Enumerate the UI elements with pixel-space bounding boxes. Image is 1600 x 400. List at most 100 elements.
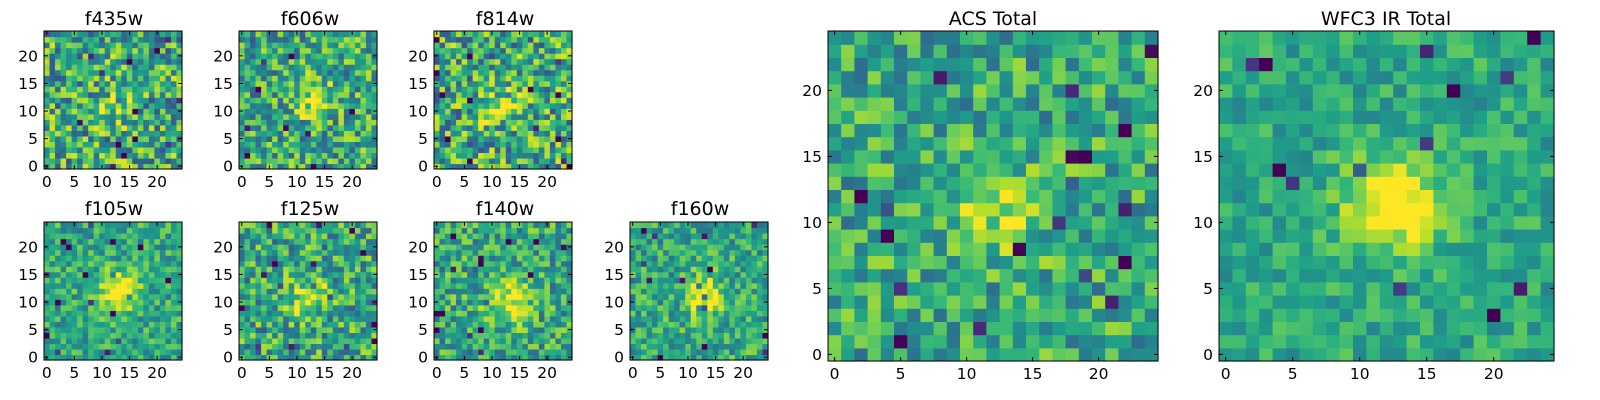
heatmap-cell: [44, 282, 51, 289]
heatmap-cell: [159, 157, 167, 165]
heatmap-cell: [371, 255, 378, 262]
heatmap-cell: [701, 266, 708, 273]
heatmap-cell: [66, 102, 73, 109]
heatmap-cell: [894, 242, 908, 256]
heatmap-cell: [907, 189, 921, 204]
heatmap-cell: [148, 299, 155, 306]
heatmap-cell: [494, 97, 501, 104]
heatmap-cell: [933, 268, 948, 283]
heatmap-cell: [751, 222, 758, 229]
heatmap-cell: [49, 80, 56, 87]
heatmap-cell: [516, 130, 523, 137]
heatmap-cell: [707, 310, 714, 317]
heatmap-cell: [77, 163, 84, 170]
heatmap-cell: [244, 337, 251, 345]
heatmap-cell: [126, 64, 133, 71]
heatmap-cell: [126, 337, 133, 345]
heatmap-cell: [283, 152, 290, 159]
heatmap-cell: [349, 304, 356, 311]
heatmap-cell: [360, 58, 367, 65]
heatmap-cell: [538, 238, 545, 245]
heatmap-cell: [472, 42, 479, 49]
heatmap-cell: [657, 227, 664, 234]
heatmap-cell: [371, 157, 378, 165]
heatmap-cell: [371, 332, 378, 339]
heatmap-cell: [294, 299, 301, 306]
heatmap-cell: [148, 343, 155, 350]
heatmap-cell: [239, 113, 246, 120]
heatmap-cell: [505, 64, 512, 71]
heatmap-cell: [349, 135, 356, 142]
heatmap-cell: [456, 343, 463, 350]
heatmap-cell: [316, 97, 323, 104]
heatmap-cell: [652, 310, 659, 317]
heatmap-cell: [77, 157, 84, 165]
heatmap-cell: [277, 321, 284, 328]
heatmap-cell: [745, 354, 753, 361]
heatmap-cell: [44, 321, 51, 328]
x-tick-label: 15: [510, 173, 530, 191]
heatmap-cell: [360, 47, 367, 54]
heatmap-cell: [288, 238, 295, 245]
heatmap-cell: [143, 53, 150, 60]
heatmap-cell: [148, 113, 155, 120]
heatmap-cell: [960, 176, 974, 190]
heatmap-cell: [321, 315, 328, 322]
heatmap-cell: [283, 337, 290, 345]
heatmap-cell: [244, 293, 251, 300]
heatmap-cell: [472, 135, 479, 142]
heatmap-cell: [288, 86, 295, 93]
heatmap-cell: [349, 113, 356, 120]
heatmap-cell: [544, 47, 551, 54]
heatmap-cell: [630, 321, 637, 328]
heatmap-cell: [283, 348, 290, 356]
heatmap-cell: [505, 97, 512, 104]
heatmap-cell: [740, 288, 747, 295]
heatmap-cell: [132, 332, 139, 339]
heatmap-cell: [734, 222, 741, 229]
heatmap-cell: [516, 80, 523, 87]
heatmap-cell: [690, 282, 697, 289]
heatmap-cell: [522, 348, 529, 356]
heatmap-cell: [729, 343, 736, 350]
heatmap-cell: [701, 271, 708, 278]
heatmap-cell: [137, 332, 144, 339]
heatmap-cell: [49, 304, 56, 311]
heatmap-cell: [516, 152, 523, 159]
heatmap-cell: [718, 354, 725, 361]
heatmap-cell: [718, 332, 725, 339]
heatmap-cell: [288, 310, 295, 317]
heatmap-cell: [555, 260, 562, 267]
heatmap-cell: [327, 157, 334, 165]
heatmap-cell: [176, 222, 183, 229]
heatmap-cell: [288, 119, 295, 126]
x-tick-label: 5: [459, 364, 469, 382]
heatmap-cell: [82, 310, 89, 317]
heatmap-cell: [55, 227, 62, 234]
heatmap-cell: [527, 233, 534, 240]
heatmap-cell: [478, 47, 485, 54]
heatmap-cell: [88, 354, 95, 361]
heatmap-cell: [255, 102, 262, 109]
heatmap-cell: [71, 53, 78, 60]
heatmap-cell: [99, 135, 106, 142]
heatmap-cell: [461, 260, 468, 267]
heatmap-cell: [327, 332, 334, 339]
heatmap-cell: [707, 233, 714, 240]
heatmap-cell: [244, 53, 251, 60]
heatmap-cell: [960, 295, 974, 309]
heatmap-cell: [489, 343, 496, 350]
heatmap-cell: [343, 266, 350, 273]
heatmap-cell: [907, 215, 921, 230]
heatmap-cell: [55, 354, 62, 361]
heatmap-cell: [343, 315, 350, 322]
heatmap-cell: [527, 86, 534, 93]
heatmap-cell: [132, 58, 139, 65]
heatmap-cell: [478, 227, 485, 234]
heatmap-cell: [288, 124, 295, 131]
heatmap-cell: [250, 227, 257, 234]
heatmap-cell: [663, 321, 670, 328]
heatmap-cell: [283, 64, 290, 71]
heatmap-cell: [439, 58, 446, 65]
heatmap-cell: [327, 141, 334, 148]
